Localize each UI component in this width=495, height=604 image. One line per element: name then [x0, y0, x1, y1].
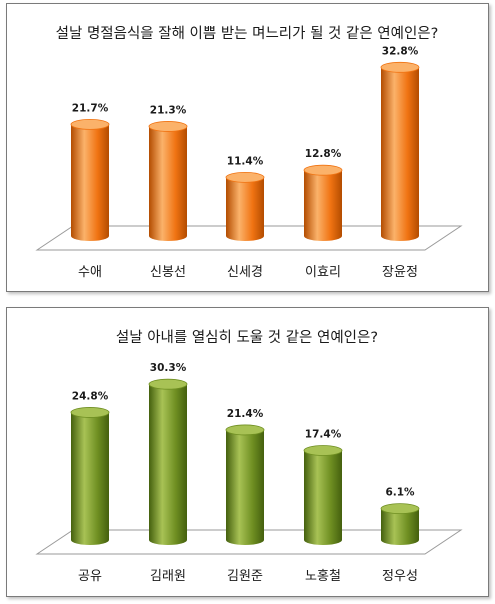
- chart-1-bar-1: [70, 119, 110, 241]
- chart-2-category-label-4: 노홍철: [305, 569, 341, 584]
- chart-2-bar-3: [225, 424, 265, 545]
- chart-2-title: 설날 아내를 열심히 도울 것 같은 연예인은?: [116, 329, 378, 346]
- chart-2-value-label-2: 30.3%: [150, 362, 187, 374]
- chart-1-value-label-2: 21.3%: [150, 104, 187, 116]
- chart-1-value-label-4: 12.8%: [305, 148, 342, 160]
- chart-1-svg: 설날 명절음식을 잘해 이쁨 받는 며느리가 될 것 같은 연예인은? 21.7…: [35, 25, 463, 280]
- chart-2-category-label-3: 김원준: [227, 569, 263, 584]
- chart-2-bar-5: [380, 503, 420, 545]
- chart-1-title: 설날 명절음식을 잘해 이쁨 받는 며느리가 될 것 같은 연예인은?: [56, 25, 439, 42]
- chart-1-bar-4: [303, 164, 343, 241]
- chart-2-bar-2: [148, 378, 188, 545]
- chart-1-category-label-4: 이효리: [305, 265, 341, 280]
- chart-2-category-label-1: 공유: [78, 569, 102, 584]
- chart-1-category-label-1: 수애: [78, 265, 102, 280]
- chart-2-value-label-4: 17.4%: [305, 429, 342, 441]
- chart-1-category-label-5: 장윤정: [382, 265, 418, 280]
- chart-1-bar-2: [148, 121, 188, 241]
- chart-2-category-label-5: 정우성: [382, 569, 418, 584]
- chart-1-value-label-3: 11.4%: [227, 155, 264, 167]
- chart-2-bar-1: [70, 407, 110, 545]
- chart-panel-2: 설날 아내를 열심히 도울 것 같은 연예인은? 24.8% 공유 30.3% 김래원…: [6, 307, 489, 597]
- chart-1-category-label-2: 신봉선: [150, 265, 186, 280]
- chart-2-bar-4: [303, 445, 343, 545]
- chart-2-value-label-3: 21.4%: [227, 408, 264, 420]
- chart-2-svg: 설날 아내를 열심히 도울 것 같은 연예인은? 24.8% 공유 30.3% 김래원…: [35, 329, 463, 584]
- chart-2-value-label-5: 6.1%: [385, 487, 415, 499]
- chart-1-category-label-3: 신세경: [227, 265, 263, 280]
- chart-1-value-label-5: 32.8%: [382, 45, 419, 57]
- chart-1-bar-3: [225, 171, 265, 241]
- chart-1-value-label-1: 21.7%: [72, 102, 109, 114]
- chart-panel-1: 설날 명절음식을 잘해 이쁨 받는 며느리가 될 것 같은 연예인은? 21.7…: [6, 3, 489, 292]
- chart-1-bar-5: [380, 61, 420, 241]
- chart-2-category-label-2: 김래원: [150, 569, 186, 584]
- chart-2-value-label-1: 24.8%: [72, 390, 109, 402]
